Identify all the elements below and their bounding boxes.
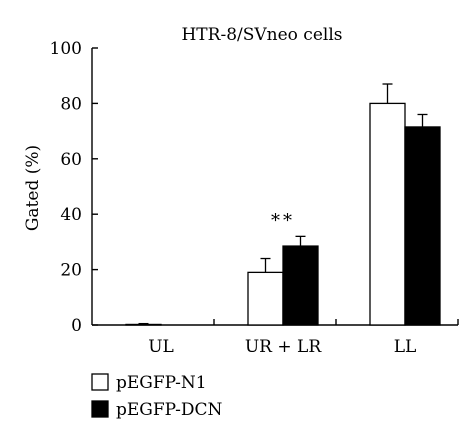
legend-label-1: pEGFP-DCN xyxy=(116,400,223,420)
y-tick-label: 0 xyxy=(71,316,82,336)
y-tick-label: 100 xyxy=(50,39,82,59)
y-axis: 0 20 40 60 80 100 xyxy=(50,39,98,336)
legend-swatch-1 xyxy=(91,400,109,418)
bars xyxy=(125,83,441,326)
y-tick-label: 40 xyxy=(60,205,82,225)
legend-swatch-0 xyxy=(91,373,109,391)
y-tick-label: 80 xyxy=(60,94,82,114)
chart-title: HTR-8/SVneo cells xyxy=(181,25,342,45)
bar-pegfp-n1-0 xyxy=(125,323,162,326)
annotations: ** xyxy=(271,210,295,231)
x-tick-label: LL xyxy=(394,337,417,357)
legend: pEGFP-N1 pEGFP-DCN xyxy=(91,373,223,420)
significance-marker: ** xyxy=(271,210,295,231)
y-tick-label: 20 xyxy=(60,261,82,281)
bar-pegfp-dcn-1 xyxy=(282,245,319,326)
y-axis-label: Gated (%) xyxy=(23,145,43,231)
bar-pegfp-dcn-2 xyxy=(404,126,441,326)
x-axis: UL UR + LR LL xyxy=(92,319,459,357)
bar-pegfp-n1-1 xyxy=(247,271,284,326)
y-tick-label: 60 xyxy=(60,150,82,170)
x-tick-label: UL xyxy=(148,337,174,357)
bar-pegfp-n1-2 xyxy=(369,102,406,326)
legend-label-0: pEGFP-N1 xyxy=(116,373,207,393)
x-tick-label: UR + LR xyxy=(245,337,322,357)
